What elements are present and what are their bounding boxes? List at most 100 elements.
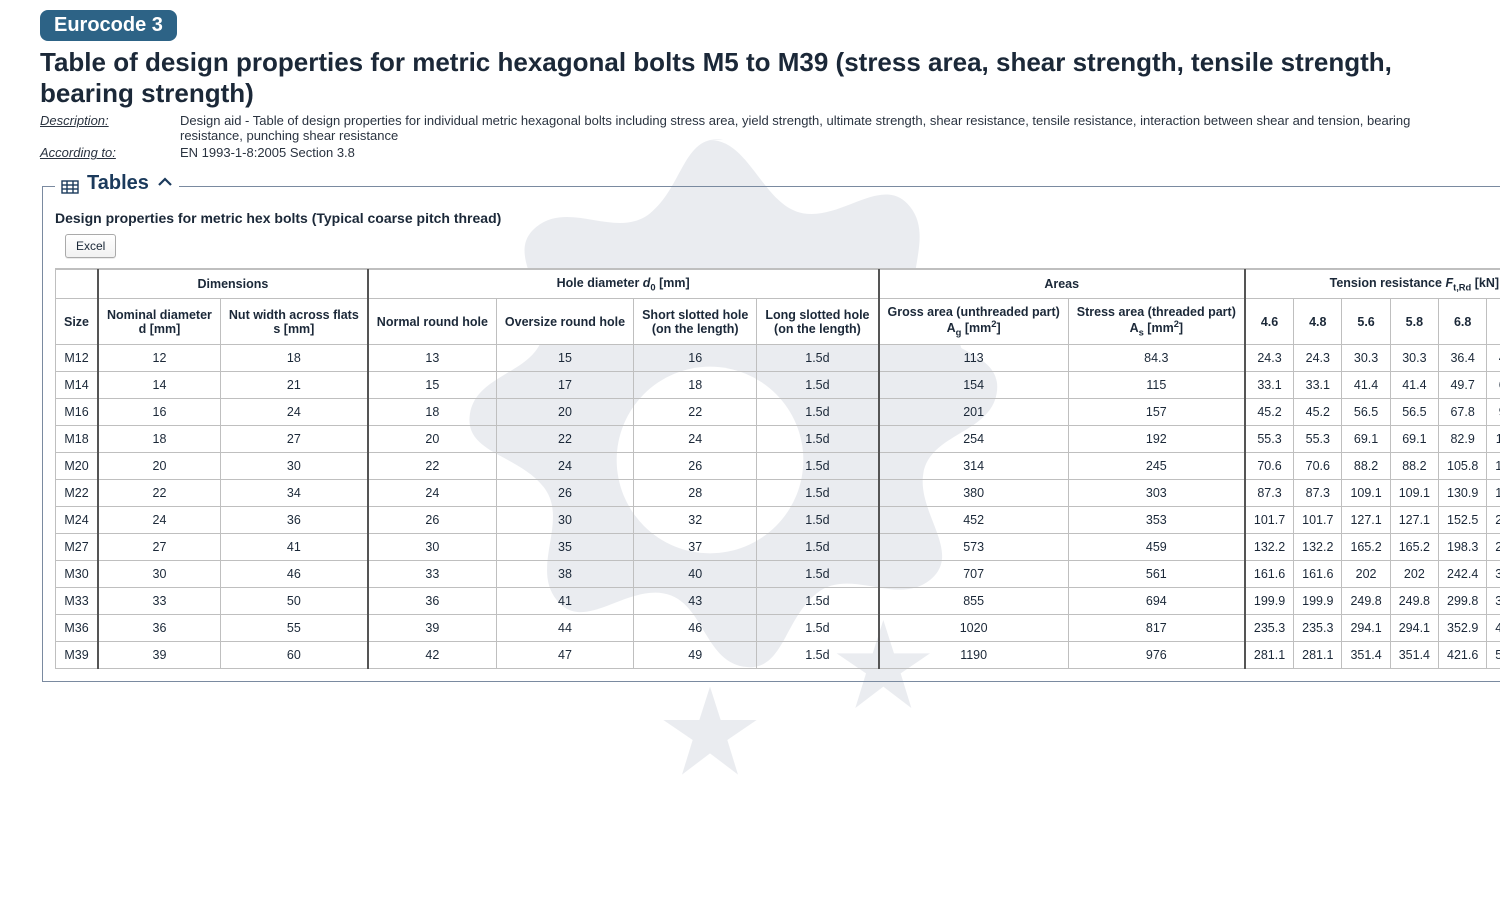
table-cell: 15 [368, 372, 497, 399]
table-row: M1212181315161.5d11384.324.324.330.330.3… [56, 345, 1500, 372]
table-cell: 303 [1068, 480, 1245, 507]
table-cell: 141.1 [1487, 453, 1500, 480]
table-cell: 562.2 [1487, 642, 1500, 669]
table-cell: 1.5d [757, 642, 879, 669]
table-cell: 22 [496, 426, 633, 453]
column-header: 5.6 [1342, 299, 1390, 345]
table-cell: 249.8 [1390, 588, 1438, 615]
table-cell: 12 [98, 345, 220, 372]
table-cell: 24 [496, 453, 633, 480]
table-cell: 281.1 [1245, 642, 1294, 669]
table-cell: 47 [496, 642, 633, 669]
table-cell: 27 [220, 426, 367, 453]
table-cell: 84.3 [1068, 345, 1245, 372]
table-cell: 27 [98, 534, 220, 561]
table-cell: 199.9 [1245, 588, 1294, 615]
table-cell: 198.3 [1439, 534, 1487, 561]
table-cell: 22 [98, 480, 220, 507]
table-cell: 36 [368, 588, 497, 615]
table-cell: 165.2 [1390, 534, 1438, 561]
tables-legend[interactable]: Tables [55, 172, 179, 200]
table-cell: 41 [220, 534, 367, 561]
column-header: Short slotted hole(on the length) [634, 299, 757, 345]
table-cell: 41.4 [1342, 372, 1390, 399]
table-cell: M14 [56, 372, 99, 399]
table-cell: 88.2 [1390, 453, 1438, 480]
table-cell: 24.3 [1294, 345, 1342, 372]
table-cell: 39 [368, 615, 497, 642]
column-group-header: Hole diameter d0 [mm] [368, 269, 879, 299]
table-cell: 33.1 [1294, 372, 1342, 399]
table-cell: 37 [634, 534, 757, 561]
table-cell: M24 [56, 507, 99, 534]
table-cell: 66.2 [1487, 372, 1500, 399]
column-group-header [56, 269, 99, 299]
table-cell: 30 [220, 453, 367, 480]
column-header: Normal round hole [368, 299, 497, 345]
table-cell: 242.4 [1439, 561, 1487, 588]
table-cell: 26 [368, 507, 497, 534]
table-cell: 36 [220, 507, 367, 534]
table-cell: 18 [634, 372, 757, 399]
table-cell: 24 [634, 426, 757, 453]
page-title: Table of design properties for metric he… [40, 47, 1460, 109]
table-cell: 561 [1068, 561, 1245, 588]
table-cell: 154 [879, 372, 1069, 399]
table-cell: 199.9 [1294, 588, 1342, 615]
table-cell: 56.5 [1342, 399, 1390, 426]
table-cell: 161.6 [1294, 561, 1342, 588]
table-cell: 113 [879, 345, 1069, 372]
table-cell: M27 [56, 534, 99, 561]
table-cell: 36 [98, 615, 220, 642]
table-cell: 45.2 [1245, 399, 1294, 426]
table-cell: 55.3 [1245, 426, 1294, 453]
table-row: M1414211517181.5d15411533.133.141.441.44… [56, 372, 1500, 399]
tables-legend-text: Tables [87, 172, 149, 195]
table-cell: 573 [879, 534, 1069, 561]
table-cell: 294.1 [1342, 615, 1390, 642]
table-cell: 69.1 [1390, 426, 1438, 453]
table-cell: 24.3 [1245, 345, 1294, 372]
table-cell: 1.5d [757, 426, 879, 453]
table-scroll-region[interactable]: DimensionsHole diameter d0 [mm]AreasTens… [55, 268, 1500, 669]
column-group-header: Tension resistance Ft,Rd [kN] [1245, 269, 1500, 299]
table-cell: 115 [1068, 372, 1245, 399]
table-cell: 87.3 [1245, 480, 1294, 507]
table-cell: 88.2 [1342, 453, 1390, 480]
table-cell: 1.5d [757, 534, 879, 561]
table-cell: 152.5 [1439, 507, 1487, 534]
excel-button[interactable]: Excel [65, 234, 116, 258]
table-cell: 30 [368, 534, 497, 561]
table-cell: 41 [496, 588, 633, 615]
table-cell: 45.2 [1294, 399, 1342, 426]
table-cell: 15 [496, 345, 633, 372]
table-cell: M20 [56, 453, 99, 480]
table-cell: 32 [634, 507, 757, 534]
table-cell: M16 [56, 399, 99, 426]
table-cell: 132.2 [1294, 534, 1342, 561]
table-cell: 351.4 [1390, 642, 1438, 669]
table-row: M3030463338401.5d707561161.6161.62022022… [56, 561, 1500, 588]
table-icon [61, 177, 79, 191]
table-cell: 48.6 [1487, 345, 1500, 372]
table-cell: 26 [496, 480, 633, 507]
table-cell: 70.6 [1245, 453, 1294, 480]
table-cell: 105.8 [1439, 453, 1487, 480]
table-cell: 30.3 [1342, 345, 1390, 372]
table-cell: 42 [368, 642, 497, 669]
table-cell: 976 [1068, 642, 1245, 669]
table-row: M3333503641431.5d855694199.9199.9249.824… [56, 588, 1500, 615]
column-header: 8.8 [1487, 299, 1500, 345]
table-cell: 161.6 [1245, 561, 1294, 588]
column-header: 5.8 [1390, 299, 1438, 345]
table-row: M2727413035371.5d573459132.2132.2165.216… [56, 534, 1500, 561]
column-group-header: Dimensions [98, 269, 368, 299]
table-cell: 470.6 [1487, 615, 1500, 642]
table-cell: 1.5d [757, 480, 879, 507]
table-cell: 87.3 [1294, 480, 1342, 507]
table-cell: 21 [220, 372, 367, 399]
table-cell: 60 [220, 642, 367, 669]
table-cell: 49.7 [1439, 372, 1487, 399]
table-cell: 299.8 [1439, 588, 1487, 615]
table-cell: 294.1 [1390, 615, 1438, 642]
